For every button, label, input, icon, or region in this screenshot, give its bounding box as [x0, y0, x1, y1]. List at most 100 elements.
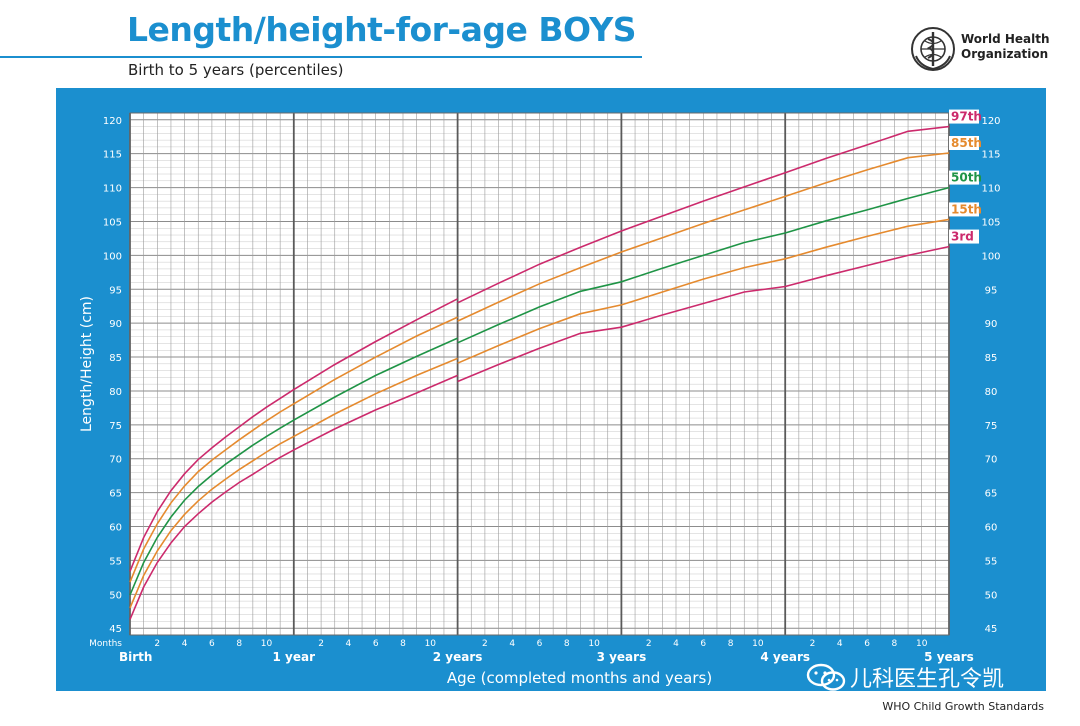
- series-label: 15th: [951, 202, 982, 216]
- x-tick-label: 8: [564, 639, 570, 649]
- curve-15th-24-60: [457, 218, 950, 364]
- y-tick-label-left: 90: [109, 319, 122, 330]
- chart-panel: 45 45 50 50 55 55 60 60 65 65 70 70 75 75 80 80 85 85 90 90…: [56, 88, 1046, 691]
- x-tick-label: 4: [346, 639, 352, 649]
- x-tick-label: 10: [588, 639, 600, 649]
- x-year-label: 5 years: [924, 650, 974, 664]
- x-tick-label: 8: [892, 639, 898, 649]
- x-tick-label: 10: [916, 639, 928, 649]
- title-rule: [0, 56, 642, 58]
- x-tick-label: 6: [700, 639, 706, 649]
- y-tick-label-left: 70: [109, 455, 122, 466]
- y-tick-label-right: 80: [985, 387, 998, 398]
- series-label-bg: [949, 109, 979, 124]
- y-tick-label-left: 95: [109, 285, 122, 296]
- x-tick-label: 4: [837, 639, 843, 649]
- y-tick-label-right: 85: [985, 353, 998, 364]
- y-tick-label-left: 105: [103, 217, 122, 228]
- curve-50th-24-60: [457, 186, 950, 344]
- y-tick-label-left: 60: [109, 523, 122, 534]
- watermark-text: 儿科医生孔令凯: [850, 667, 1005, 692]
- x-tick-label: 6: [537, 639, 543, 649]
- series-label-bg: [949, 135, 979, 150]
- y-tick-label-left: 115: [103, 150, 122, 161]
- growth-chart: 45 45 50 50 55 55 60 60 65 65 70 70 75 75 80 80 85 85 90 90…: [79, 109, 1001, 687]
- y-tick-label-right: 75: [985, 421, 998, 432]
- who-logo: World Health Organization: [910, 26, 1050, 72]
- x-tick-label: 8: [728, 639, 734, 649]
- chat-bubble-icon: [806, 663, 846, 691]
- y-tick-label-right: 100: [981, 251, 1000, 262]
- x-unit-label: Months: [89, 639, 122, 649]
- percentile-curves: [129, 125, 950, 620]
- y-tick-label-right: 45: [985, 624, 998, 635]
- series-label: 97th: [951, 110, 982, 124]
- curve-15th-0-24: [129, 357, 458, 609]
- watermark: 儿科医生孔令凯: [806, 661, 1046, 692]
- curve-3rd-0-24: [129, 374, 458, 620]
- x-tick-label: 8: [400, 639, 406, 649]
- x-tick-label: 2: [482, 639, 488, 649]
- x-year-label: 3 years: [597, 650, 647, 664]
- series-label-bg: [949, 202, 979, 217]
- y-tick-label-left: 120: [103, 116, 122, 127]
- curve-97th-24-60: [457, 125, 950, 304]
- curve-50th-0-24: [129, 337, 458, 596]
- y-tick-label-left: 100: [103, 251, 122, 262]
- x-tick-label: 4: [673, 639, 679, 649]
- y-tick-label-right: 55: [985, 556, 998, 567]
- who-emblem-icon: [911, 27, 955, 71]
- x-tick-label: 4: [509, 639, 515, 649]
- who-name-line-2: Organization: [961, 47, 1049, 61]
- x-tick-label: 2: [318, 639, 324, 649]
- curve-3rd-24-60: [457, 245, 950, 383]
- x-tick-label: 2: [810, 639, 816, 649]
- y-tick-label-left: 110: [103, 184, 122, 195]
- y-tick-label-left: 80: [109, 387, 122, 398]
- curve-85th-0-24: [129, 316, 458, 583]
- y-tick-label-right: 50: [985, 590, 998, 601]
- y-tick-label-right: 65: [985, 489, 998, 500]
- series-label: 50th: [951, 171, 982, 185]
- x-tick-label: 2: [646, 639, 652, 649]
- y-tick-label-right: 115: [981, 150, 1000, 161]
- x-tick-label: 4: [182, 639, 188, 649]
- y-tick-label-left: 50: [109, 590, 122, 601]
- x-tick-label: 6: [373, 639, 379, 649]
- x-axis-title: Age (completed months and years): [447, 669, 712, 687]
- chart-title: Length/height-for-age BOYS: [127, 10, 637, 49]
- x-tick-label: 10: [425, 639, 437, 649]
- x-tick-label: 2: [154, 639, 160, 649]
- x-tick-label: 10: [752, 639, 764, 649]
- series-label: 85th: [951, 136, 982, 150]
- grid: [129, 112, 950, 636]
- who-name-line-1: World Health: [961, 32, 1050, 46]
- curve-85th-24-60: [457, 152, 950, 322]
- y-tick-label-left: 75: [109, 421, 122, 432]
- x-year-label: 1 year: [273, 650, 316, 664]
- y-tick-label-right: 110: [981, 184, 1000, 195]
- curve-97th-0-24: [129, 298, 458, 572]
- series-label-bg: [949, 170, 979, 185]
- x-year-label: 4 years: [760, 650, 810, 664]
- y-axis-title: Length/Height (cm): [79, 296, 95, 432]
- y-tick-label-right: 90: [985, 319, 998, 330]
- y-tick-label-left: 65: [109, 489, 122, 500]
- y-tick-label-left: 55: [109, 556, 122, 567]
- y-tick-label-left: 85: [109, 353, 122, 364]
- y-tick-label-right: 60: [985, 523, 998, 534]
- x-year-label: Birth: [119, 650, 152, 664]
- y-tick-label-left: 45: [109, 624, 122, 635]
- y-tick-label-right: 105: [981, 217, 1000, 228]
- y-tick-label-right: 70: [985, 455, 998, 466]
- x-tick-label: 6: [864, 639, 870, 649]
- footer-credit: WHO Child Growth Standards: [882, 700, 1044, 713]
- y-tick-label-right: 95: [985, 285, 998, 296]
- chart-subtitle: Birth to 5 years (percentiles): [128, 61, 344, 79]
- series-label-bg: [949, 229, 979, 244]
- x-tick-label: 10: [261, 639, 273, 649]
- y-tick-label-right: 120: [981, 116, 1000, 127]
- plot-border: [129, 112, 950, 636]
- x-tick-label: 8: [236, 639, 242, 649]
- x-tick-label: 6: [209, 639, 215, 649]
